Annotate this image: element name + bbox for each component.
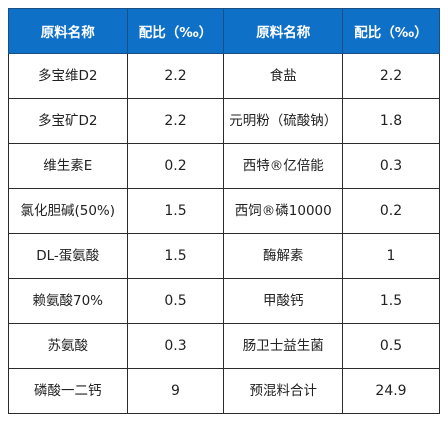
header-row: 原料名称 配比（‰） 原料名称 配比（‰）	[8, 8, 440, 54]
ratio-cell: 9	[126, 368, 225, 414]
ingredient-name-cell: 赖氨酸70%	[8, 278, 128, 324]
ingredient-name-cell: 磷酸一二钙	[8, 368, 128, 414]
ingredient-name-cell: 多宝维D2	[8, 53, 128, 99]
header-ingredient-name-left: 原料名称	[8, 8, 128, 54]
ratio-cell: 1.5	[126, 233, 225, 279]
ratio-cell: 1.8	[342, 98, 440, 144]
ingredient-name-cell: 维生素E	[8, 143, 128, 189]
ratio-cell: 0.5	[342, 323, 440, 369]
ratio-cell: 0.2	[126, 143, 225, 189]
ingredient-name-cell: 甲酸钙	[223, 278, 343, 324]
ratio-cell: 2.2	[126, 53, 225, 99]
ingredient-name-cell: 氯化胆碱(50%)	[8, 188, 128, 234]
ratio-cell: 0.2	[342, 188, 440, 234]
table-row: DL-蛋氨酸 1.5 酶解素 1	[8, 233, 440, 279]
table-row: 多宝维D2 2.2 食盐 2.2	[8, 53, 440, 99]
ingredient-name-cell: 元明粉（硫酸钠）	[223, 98, 343, 144]
header-ratio-left: 配比（‰）	[126, 8, 225, 54]
ingredient-name-cell: 酶解素	[223, 233, 343, 279]
ratio-cell: 1.5	[342, 278, 440, 324]
ratio-cell: 2.2	[126, 98, 225, 144]
ingredient-name-cell: 苏氨酸	[8, 323, 128, 369]
table-row-total: 磷酸一二钙 9 预混料合计 24.9	[8, 368, 440, 414]
table-row: 苏氨酸 0.3 肠卫士益生菌 0.5	[8, 323, 440, 369]
ingredient-name-cell: 食盐	[223, 53, 343, 99]
table-row: 多宝矿D2 2.2 元明粉（硫酸钠） 1.8	[8, 98, 440, 144]
table-header: 原料名称 配比（‰） 原料名称 配比（‰）	[8, 8, 440, 54]
premix-total-label: 预混料合计	[223, 368, 343, 414]
table-row: 氯化胆碱(50%) 1.5 西饲®磷10000 0.2	[8, 188, 440, 234]
ingredient-name-cell: 西特®亿倍能	[223, 143, 343, 189]
ratio-cell: 1.5	[126, 188, 225, 234]
header-ingredient-name-right: 原料名称	[223, 8, 343, 54]
ratio-cell: 1	[342, 233, 440, 279]
ingredient-name-cell: 西饲®磷10000	[223, 188, 343, 234]
ingredient-name-cell: 多宝矿D2	[8, 98, 128, 144]
ratio-cell: 0.3	[126, 323, 225, 369]
premix-formula-table: 原料名称 配比（‰） 原料名称 配比（‰） 多宝维D2 2.2 食盐 2.2 多…	[8, 8, 440, 414]
table-body: 多宝维D2 2.2 食盐 2.2 多宝矿D2 2.2 元明粉（硫酸钠） 1.8 …	[8, 53, 440, 414]
header-ratio-right: 配比（‰）	[342, 8, 440, 54]
ratio-cell: 0.5	[126, 278, 225, 324]
ingredient-name-cell: 肠卫士益生菌	[223, 323, 343, 369]
premix-total-value: 24.9	[342, 368, 440, 414]
ratio-cell: 0.3	[342, 143, 440, 189]
ratio-cell: 2.2	[342, 53, 440, 99]
table-row: 赖氨酸70% 0.5 甲酸钙 1.5	[8, 278, 440, 324]
table-row: 维生素E 0.2 西特®亿倍能 0.3	[8, 143, 440, 189]
ingredient-name-cell: DL-蛋氨酸	[8, 233, 128, 279]
